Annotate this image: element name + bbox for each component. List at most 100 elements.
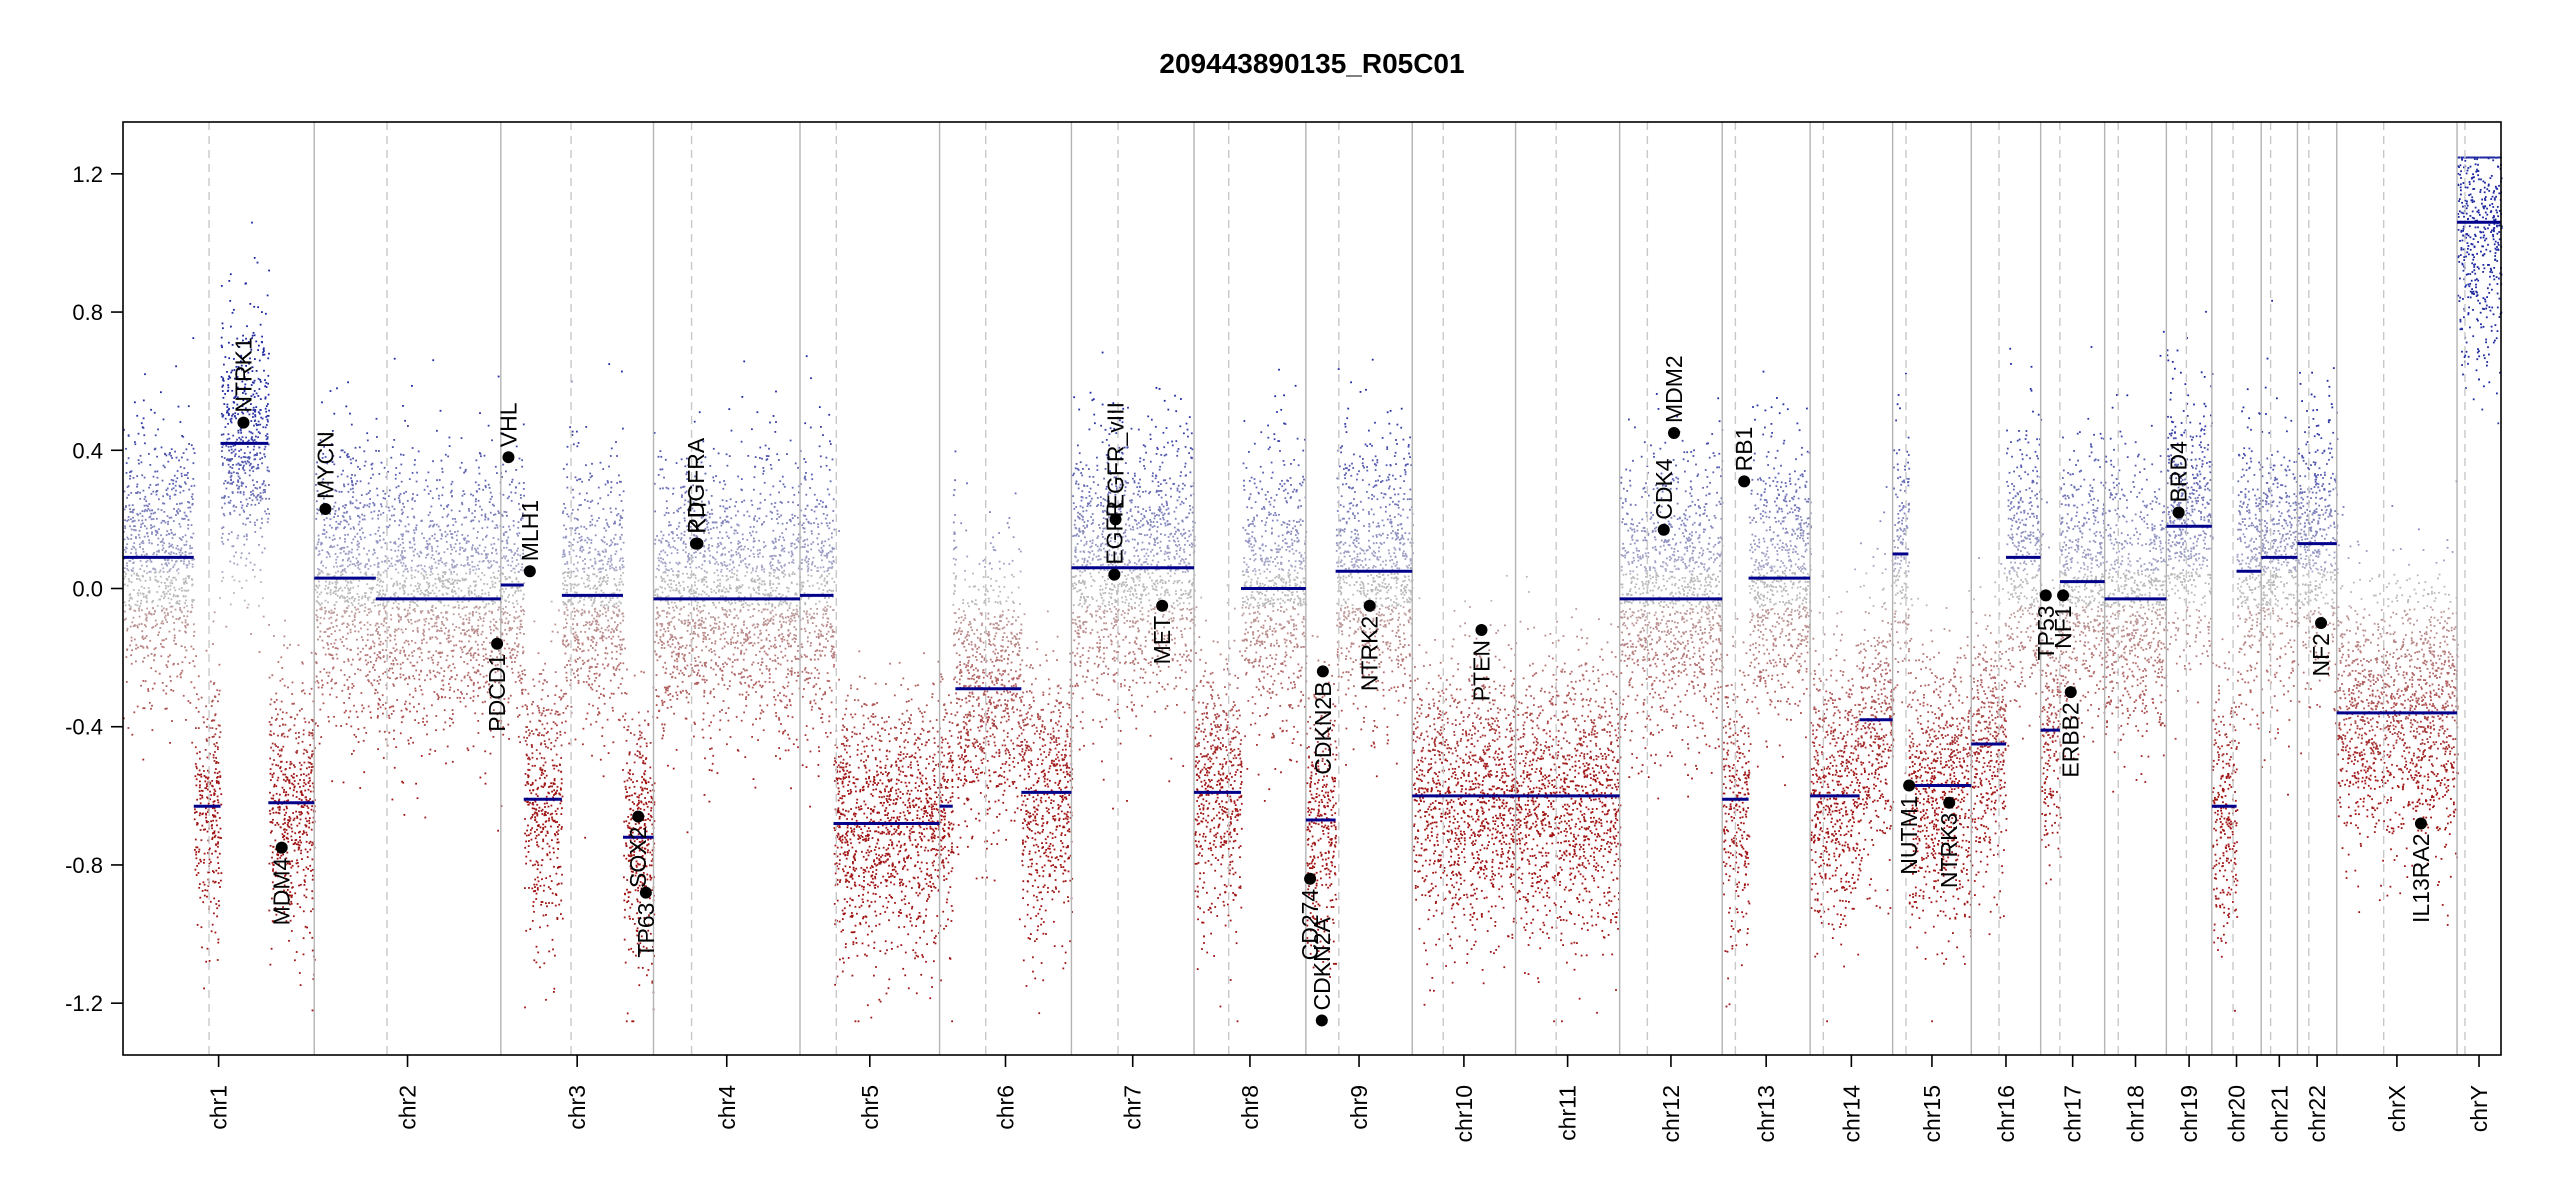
probe-point xyxy=(361,597,363,600)
probe-point xyxy=(378,730,381,733)
probe-point xyxy=(452,649,454,652)
probe-point xyxy=(450,590,453,593)
probe-point xyxy=(384,560,386,562)
probe-point xyxy=(551,785,554,788)
probe-point xyxy=(540,810,543,812)
probe-point xyxy=(523,582,526,585)
probe-point xyxy=(281,678,284,680)
probe-point xyxy=(536,887,539,889)
probe-point xyxy=(347,660,350,662)
probe-point xyxy=(460,691,462,693)
probe-point xyxy=(275,871,277,874)
probe-point xyxy=(220,412,223,415)
probe-point xyxy=(278,725,281,727)
probe-point xyxy=(522,650,525,653)
probe-point xyxy=(496,472,498,474)
probe-point xyxy=(368,505,371,508)
probe-point xyxy=(392,663,395,665)
probe-point xyxy=(402,574,404,577)
probe-point xyxy=(431,704,433,707)
probe-point xyxy=(413,516,416,519)
probe-point xyxy=(384,594,386,597)
probe-point xyxy=(191,559,194,561)
probe-point xyxy=(286,823,289,826)
probe-point xyxy=(156,591,159,593)
probe-point xyxy=(354,474,356,477)
probe-point xyxy=(463,676,466,679)
probe-point xyxy=(162,464,165,467)
probe-point xyxy=(414,689,417,692)
probe-point xyxy=(151,509,153,512)
probe-point xyxy=(135,537,137,539)
probe-point xyxy=(130,654,132,657)
probe-point xyxy=(461,648,463,651)
probe-point xyxy=(241,436,244,438)
probe-point xyxy=(345,723,348,725)
probe-point xyxy=(398,501,401,504)
probe-point xyxy=(605,603,608,606)
probe-point xyxy=(410,574,413,577)
probe-point xyxy=(626,779,629,782)
probe-point xyxy=(238,468,240,470)
probe-point xyxy=(229,300,232,302)
probe-point xyxy=(125,681,128,683)
probe-point xyxy=(211,827,213,830)
probe-point xyxy=(441,679,444,682)
probe-point xyxy=(399,543,402,546)
probe-point xyxy=(447,630,450,633)
probe-point xyxy=(147,535,149,538)
probe-point xyxy=(363,514,366,517)
probe-point xyxy=(302,752,305,755)
probe-point xyxy=(327,551,329,554)
probe-point xyxy=(424,816,427,819)
probe-point xyxy=(138,543,141,546)
probe-point xyxy=(244,407,247,410)
probe-point xyxy=(287,895,290,898)
probe-point xyxy=(376,716,379,719)
probe-point xyxy=(490,610,493,613)
probe-point xyxy=(148,516,151,519)
probe-point xyxy=(577,583,580,586)
probe-point xyxy=(335,490,338,492)
probe-point xyxy=(144,613,147,616)
probe-point xyxy=(373,652,376,655)
probe-point xyxy=(135,551,137,554)
probe-point xyxy=(335,587,337,590)
probe-point xyxy=(348,550,351,553)
probe-point xyxy=(328,635,331,638)
probe-point xyxy=(235,417,237,420)
probe-point xyxy=(308,731,311,734)
probe-point xyxy=(351,502,354,505)
probe-point xyxy=(589,587,591,590)
probe-point xyxy=(469,648,472,651)
probe-point xyxy=(192,648,195,650)
probe-point xyxy=(435,550,438,553)
probe-point xyxy=(317,586,320,589)
probe-point xyxy=(365,644,367,647)
probe-point xyxy=(309,840,312,843)
probe-point xyxy=(171,720,173,722)
probe-point xyxy=(173,662,175,665)
probe-point xyxy=(315,614,318,616)
probe-point xyxy=(293,724,296,727)
probe-point xyxy=(555,710,558,713)
probe-point xyxy=(437,576,440,579)
probe-point xyxy=(182,578,185,581)
probe-point xyxy=(502,526,505,528)
probe-point xyxy=(403,814,406,816)
probe-point xyxy=(188,560,190,563)
probe-point xyxy=(278,863,280,866)
probe-point xyxy=(184,534,187,537)
probe-point xyxy=(286,878,289,881)
probe-point xyxy=(191,566,194,568)
probe-point xyxy=(461,579,464,582)
probe-point xyxy=(194,746,197,749)
probe-point xyxy=(438,479,441,481)
probe-point xyxy=(317,596,319,598)
probe-point xyxy=(327,647,330,650)
probe-point xyxy=(613,674,616,677)
probe-point xyxy=(513,620,515,623)
probe-point xyxy=(143,434,146,437)
probe-point xyxy=(380,461,383,464)
